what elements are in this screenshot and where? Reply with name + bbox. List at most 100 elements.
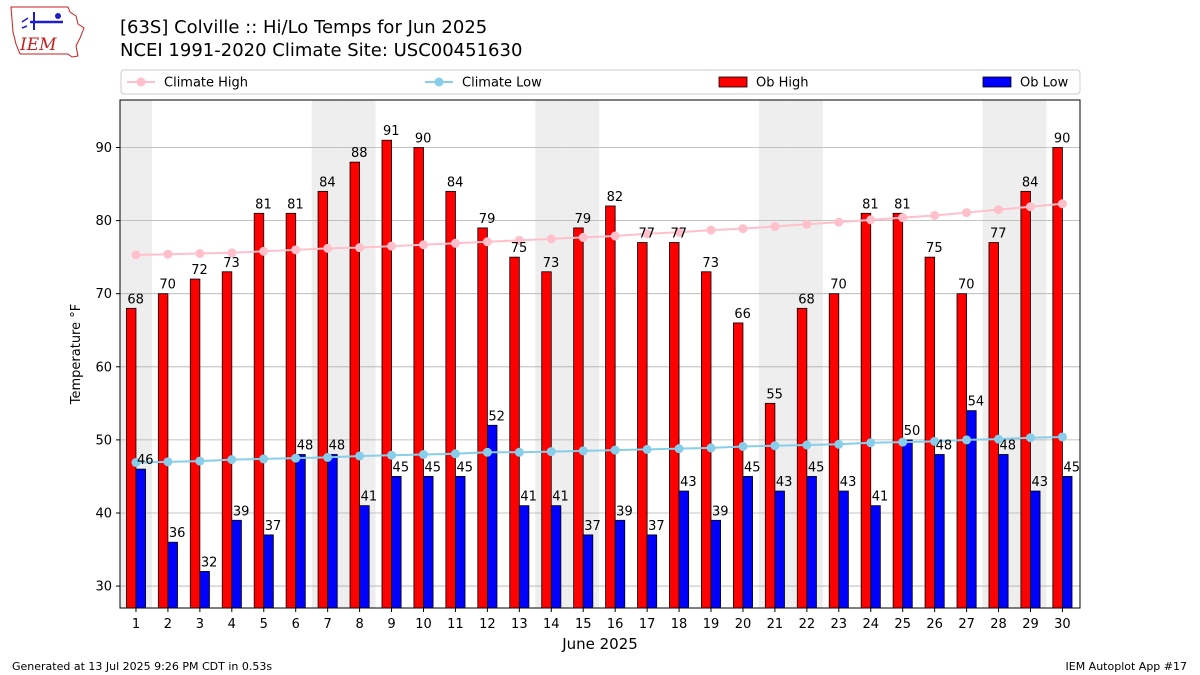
ob-low-label: 36	[169, 526, 186, 541]
climate-high-point	[195, 248, 205, 258]
climate-low-point	[418, 450, 428, 460]
climate-low-point	[834, 439, 844, 449]
y-tick-label: 40	[95, 506, 112, 521]
logo-text: IEM	[19, 35, 57, 55]
ob-low-bar	[391, 476, 402, 609]
ob-high-bar	[956, 293, 967, 609]
ob-low-label: 41	[361, 490, 378, 505]
y-axis-label: Temperature °F	[69, 304, 84, 405]
ob-high-label: 84	[319, 175, 336, 190]
climate-low-point	[738, 441, 748, 451]
climate-high-point	[834, 217, 844, 227]
ob-high-bar	[637, 242, 648, 609]
climate-high-point	[610, 231, 620, 241]
x-tick-label: 17	[639, 617, 656, 632]
ob-high-label: 81	[862, 197, 879, 212]
legend-label: Ob Low	[1020, 76, 1069, 91]
ob-low-label: 43	[1031, 475, 1048, 490]
ob-high-label: 55	[766, 387, 783, 402]
climate-high-point	[323, 243, 333, 253]
ob-high-bar	[1052, 147, 1063, 609]
ob-low-bar	[550, 505, 562, 609]
ob-high-bar	[669, 242, 680, 609]
climate-high-line	[135, 202, 1063, 256]
x-tick-label: 30	[1054, 617, 1071, 632]
ob-high-bar	[988, 242, 999, 609]
ob-low-bar	[678, 490, 690, 609]
ob-low-bar	[710, 519, 721, 609]
y-tick-label: 30	[95, 580, 112, 595]
climate-high-point	[898, 213, 908, 223]
ob-low-bar	[135, 468, 146, 609]
ob-low-bar	[870, 505, 881, 609]
ob-high-label: 81	[287, 197, 304, 212]
x-tick-label: 16	[607, 617, 624, 632]
ob-high-bar	[701, 271, 712, 609]
ob-high-bar	[764, 402, 776, 609]
climate-low-point	[259, 454, 269, 464]
ob-high-label: 79	[479, 212, 496, 227]
climate-high-point	[227, 248, 237, 258]
climate-low-point	[195, 456, 205, 466]
ob-high-bar	[253, 212, 265, 609]
climate-low-point	[578, 446, 588, 456]
x-tick-label: 24	[862, 617, 879, 632]
ob-low-bar	[582, 534, 594, 609]
climate-low-point	[450, 449, 460, 459]
climate-high-point	[994, 205, 1004, 215]
x-tick-label: 11	[447, 617, 464, 632]
ob-high-bar	[285, 212, 297, 609]
ob-low-label: 45	[1063, 460, 1080, 475]
climate-high-point	[1057, 199, 1067, 209]
climate-low-point	[866, 438, 876, 448]
ob-low-label: 52	[488, 409, 505, 424]
ob-low-label: 37	[648, 519, 665, 534]
climate-low-point	[642, 444, 652, 454]
ob-low-label: 45	[744, 460, 761, 475]
ob-high-bar	[573, 227, 584, 609]
generated-note: Generated at 13 Jul 2025 9:26 PM CDT in …	[12, 660, 273, 673]
ob-low-label: 39	[712, 504, 729, 519]
x-tick-label: 9	[387, 617, 395, 632]
x-tick-label: 3	[196, 617, 204, 632]
ob-high-label: 72	[191, 263, 208, 278]
ob-high-label: 77	[990, 227, 1007, 242]
climate-lines	[131, 199, 1067, 468]
ob-high-label: 84	[447, 175, 464, 190]
climate-high-point	[1025, 202, 1035, 212]
climate-high-point	[514, 235, 524, 245]
ob-low-bar	[838, 490, 849, 609]
plot-frame	[119, 99, 1081, 609]
x-tick-label: 5	[260, 617, 268, 632]
ob-high-label: 70	[830, 278, 847, 293]
ob-low-label: 43	[840, 475, 857, 490]
ob-high-bar	[732, 322, 744, 609]
ob-low-label: 45	[393, 460, 410, 475]
ob-low-bar	[646, 534, 658, 609]
ob-high-label: 66	[734, 307, 751, 322]
climate-low-point	[1057, 432, 1067, 442]
ob-high-label: 82	[607, 190, 624, 205]
x-tick-label: 20	[735, 617, 752, 632]
climate-low-point	[930, 436, 940, 446]
climate-high-point	[546, 234, 556, 244]
ob-low-label: 32	[201, 555, 218, 570]
x-tick-label: 14	[543, 617, 560, 632]
ob-high-bar	[413, 147, 424, 609]
app-note: IEM Autoplot App #17	[1065, 660, 1188, 673]
climate-low-point	[1025, 433, 1035, 443]
ob-low-label: 50	[904, 424, 921, 439]
x-tick-label: 19	[703, 617, 720, 632]
ob-low-label: 45	[808, 460, 825, 475]
x-tick-label: 13	[511, 617, 528, 632]
x-tick-label: 28	[990, 617, 1007, 632]
climate-low-point	[163, 457, 173, 467]
y-gridlines	[120, 147, 1080, 587]
ob-high-bar	[1020, 190, 1031, 609]
ob-low-bar	[742, 476, 753, 609]
legend-swatch-bar	[982, 76, 1012, 88]
ob-high-label: 70	[159, 278, 176, 293]
climate-low-point	[994, 434, 1004, 444]
x-tick-label: 29	[1022, 617, 1039, 632]
